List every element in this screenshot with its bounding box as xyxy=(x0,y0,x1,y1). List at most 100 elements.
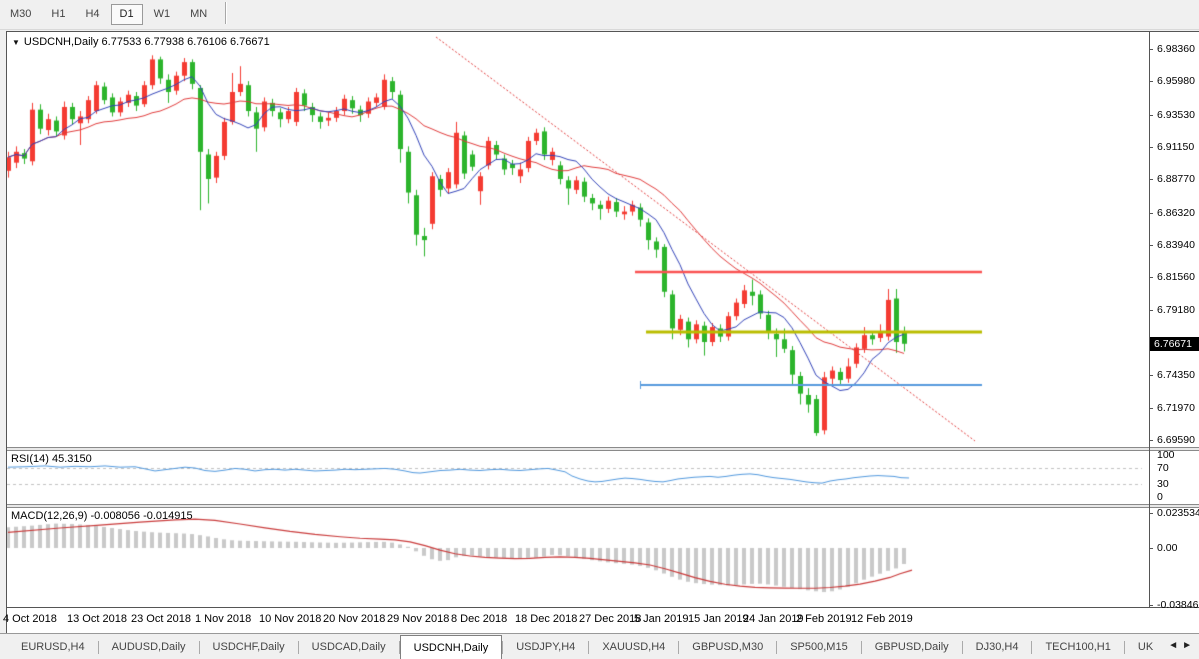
price-axis-label: 6.74350 xyxy=(1157,369,1195,381)
price-axis-label: 6.95980 xyxy=(1157,75,1195,87)
chart-tab-tech100-h1[interactable]: TECH100,H1 xyxy=(1045,641,1111,653)
price-axis-label: 6.83940 xyxy=(1157,239,1195,251)
tab-divider xyxy=(1123,641,1125,654)
price-axis-tick xyxy=(1149,440,1153,441)
price-chart-canvas[interactable] xyxy=(7,32,1149,446)
price-axis-tick xyxy=(1149,408,1153,409)
price-axis-label: 6.93530 xyxy=(1157,109,1195,121)
tab-divider xyxy=(588,641,590,654)
date-axis-label: 29 Nov 2018 xyxy=(387,613,450,625)
timeframe-button-d1[interactable]: D1 xyxy=(110,4,143,25)
tab-divider xyxy=(961,641,963,654)
tab-divider xyxy=(1031,641,1033,654)
timeframe-toolbar: M30 H1 H4 D1 W1 MN xyxy=(0,0,1199,30)
date-axis-label: 15 Jan 2019 xyxy=(688,613,749,625)
timeframe-button-h4[interactable]: H4 xyxy=(85,8,100,20)
chart-window: ▼ USDCNH,Daily 6.77533 6.77938 6.76106 6.… xyxy=(3,31,1199,634)
timeframe-button-h1[interactable]: H1 xyxy=(51,8,66,20)
rsi-axis-label: 100 xyxy=(1157,449,1175,461)
date-axis-label: 23 Oct 2018 xyxy=(131,613,191,625)
chart-symbol-label: USDCNH,Daily xyxy=(23,36,99,48)
panel-splitter-rsi[interactable] xyxy=(7,447,1199,451)
macd-values: -0.008056 -0.014915 xyxy=(90,510,193,522)
date-axis[interactable]: 4 Oct 2018 13 Oct 2018 23 Oct 2018 1 Nov 20… xyxy=(3,610,1199,631)
tab-divider xyxy=(776,641,778,654)
macd-axis-label: 0.023534 xyxy=(1157,507,1199,519)
chart-tab-audusd-daily[interactable]: AUDUSD,Daily xyxy=(111,641,186,653)
macd-indicator-canvas[interactable] xyxy=(7,508,1149,607)
price-axis-tick xyxy=(1149,213,1153,214)
chart-tab-bar: EURUSD,H4 AUDUSD,Daily USDCHF,Daily USDCAD,… xyxy=(0,633,1199,659)
macd-axis-tick xyxy=(1149,605,1153,606)
price-axis-tick xyxy=(1149,81,1153,82)
chart-tab-sp500-m15[interactable]: SP500,M15 xyxy=(790,641,848,653)
chart-tab-gbpusd-daily[interactable]: GBPUSD,Daily xyxy=(874,641,949,653)
date-axis-label: 13 Oct 2018 xyxy=(67,613,127,625)
rsi-value: 45.3150 xyxy=(51,453,92,465)
rsi-indicator-canvas[interactable] xyxy=(7,451,1149,503)
tab-divider xyxy=(678,641,680,654)
date-axis-label: 18 Dec 2018 xyxy=(515,613,578,625)
rsi-indicator-label: RSI(14) 45.3150 xyxy=(11,453,92,465)
macd-indicator-label: MACD(12,26,9) -0.008056 -0.014915 xyxy=(11,510,193,522)
rsi-axis-label: 30 xyxy=(1157,478,1169,490)
chart-tab-usdchf-daily[interactable]: USDCHF,Daily xyxy=(212,641,285,653)
price-axis-label: 6.79180 xyxy=(1157,304,1195,316)
date-axis-label: 8 Dec 2018 xyxy=(451,613,508,625)
chart-tab-dj30-h4[interactable]: DJ30,H4 xyxy=(975,641,1019,653)
macd-axis-tick xyxy=(1149,513,1153,514)
price-axis-tick xyxy=(1149,245,1153,246)
tab-divider xyxy=(860,641,862,654)
chart-tab-xauusd-h4[interactable]: XAUUSD,H4 xyxy=(602,641,666,653)
price-axis-label: 6.98360 xyxy=(1157,43,1195,55)
tab-scroll-arrows: ◄► xyxy=(1168,640,1196,651)
macd-name: MACD(12,26,9) xyxy=(11,510,88,522)
date-axis-label: 5 Jan 2019 xyxy=(634,613,689,625)
date-axis-label: 2 Feb 2019 xyxy=(796,613,852,625)
tab-scroll-left-icon[interactable]: ◄ xyxy=(1168,640,1183,651)
price-axis-tick xyxy=(1149,277,1153,278)
tab-divider xyxy=(398,641,400,654)
price-axis-label: 6.71970 xyxy=(1157,402,1195,414)
price-axis-label: 6.88770 xyxy=(1157,173,1195,185)
chart-tab-usdjpy-h4[interactable]: USDJPY,H4 xyxy=(516,641,576,653)
macd-axis-tick xyxy=(1149,548,1153,549)
tab-divider xyxy=(297,641,299,654)
chart-tab-gbpusd-m30[interactable]: GBPUSD,M30 xyxy=(692,641,764,653)
timeframe-button-mn[interactable]: MN xyxy=(190,8,208,20)
macd-axis-label: 0.00 xyxy=(1157,542,1178,554)
rsi-name: RSI(14) xyxy=(11,453,49,465)
tab-divider xyxy=(502,641,504,654)
chart-tab-eurusd-h4[interactable]: EURUSD,H4 xyxy=(21,641,85,653)
price-axis-label: 6.91150 xyxy=(1157,141,1195,153)
timeframe-buttons-group: M30 H1 H4 D1 W1 MN xyxy=(0,4,217,25)
chart-ohlc-values: 6.77533 6.77938 6.76106 6.76671 xyxy=(101,36,270,48)
date-axis-label: 27 Dec 2018 xyxy=(579,613,642,625)
timeframe-button-m30[interactable]: M30 xyxy=(10,8,32,20)
chart-tab-usdcad-daily[interactable]: USDCAD,Daily xyxy=(311,641,386,653)
macd-axis-label: -0.038466 xyxy=(1157,599,1199,611)
date-axis-label: 24 Jan 2019 xyxy=(743,613,804,625)
panel-splitter-macd[interactable] xyxy=(7,504,1199,508)
date-axis-label: 12 Feb 2019 xyxy=(851,613,913,625)
price-axis-tick xyxy=(1149,310,1153,311)
rsi-axis-label: 0 xyxy=(1157,491,1163,503)
tab-scroll-right-icon[interactable]: ► xyxy=(1182,640,1196,651)
chart-symbol-dropdown-icon[interactable]: ▼ xyxy=(12,38,20,47)
price-axis-tick xyxy=(1149,49,1153,50)
date-axis-label: 4 Oct 2018 xyxy=(3,613,57,625)
rsi-axis-label: 70 xyxy=(1157,462,1169,474)
price-axis-label: 6.86320 xyxy=(1157,207,1195,219)
price-axis-tick xyxy=(1149,179,1153,180)
tab-divider xyxy=(198,641,200,654)
chart-tab-uk[interactable]: UK xyxy=(1137,641,1154,653)
timeframe-button-w1[interactable]: W1 xyxy=(153,8,171,20)
price-axis-tick xyxy=(1149,115,1153,116)
date-axis-label: 10 Nov 2018 xyxy=(259,613,322,625)
chart-tab-usdcnh-daily[interactable]: USDCNH,Daily xyxy=(399,635,503,659)
price-axis-tick xyxy=(1149,375,1153,376)
date-axis-label: 1 Nov 2018 xyxy=(195,613,252,625)
price-axis-label: 6.69590 xyxy=(1157,434,1195,446)
tab-divider xyxy=(97,641,99,654)
